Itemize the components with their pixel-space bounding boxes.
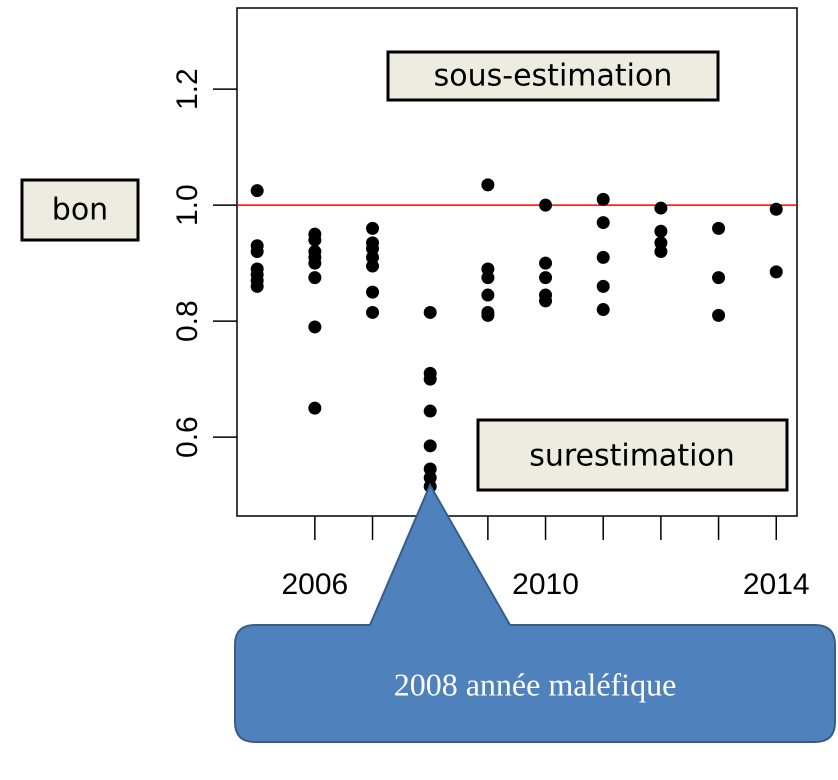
point	[596, 250, 610, 264]
point	[423, 404, 437, 418]
point	[308, 320, 322, 334]
point	[366, 221, 380, 235]
point	[481, 271, 495, 285]
point	[769, 265, 783, 279]
point	[366, 285, 380, 299]
annotation-box	[386, 50, 720, 102]
point	[308, 271, 322, 285]
point	[539, 256, 553, 270]
x-tick-label: 2014	[743, 568, 810, 601]
point	[481, 178, 495, 192]
point	[596, 216, 610, 230]
annotation-text: bon	[52, 193, 108, 228]
x-tick-label: 2010	[512, 568, 579, 601]
point	[366, 305, 380, 319]
point	[308, 233, 322, 247]
point	[481, 308, 495, 322]
y-tick-label: 1.0	[171, 184, 204, 226]
point	[366, 259, 380, 273]
point	[654, 224, 668, 238]
point	[308, 256, 322, 270]
point	[481, 288, 495, 302]
point	[712, 221, 726, 235]
annotation-text: surestimation	[529, 439, 735, 474]
annotation-box	[20, 178, 140, 242]
y-tick-label: 0.8	[171, 300, 204, 342]
point	[654, 245, 668, 259]
point	[596, 279, 610, 293]
y-tick-label: 0.6	[171, 416, 204, 458]
point	[539, 198, 553, 212]
point	[308, 401, 322, 415]
point	[250, 279, 264, 293]
point	[250, 184, 264, 198]
point	[539, 271, 553, 285]
point	[769, 202, 783, 216]
x-tick-label: 2006	[281, 568, 348, 601]
point	[250, 245, 264, 259]
point	[712, 271, 726, 285]
point	[654, 201, 668, 215]
point	[712, 308, 726, 322]
point	[423, 372, 437, 386]
point	[423, 439, 437, 453]
plot-frame	[236, 7, 798, 517]
annotation-text: sous-estimation	[434, 59, 673, 94]
point	[539, 294, 553, 308]
y-tick-label: 1.2	[171, 68, 204, 110]
point	[596, 303, 610, 317]
callout-shape	[234, 482, 836, 743]
callout-text: 2008 année maléfique	[394, 666, 677, 702]
point	[423, 305, 437, 319]
point	[596, 192, 610, 206]
annotation-box	[476, 418, 789, 492]
